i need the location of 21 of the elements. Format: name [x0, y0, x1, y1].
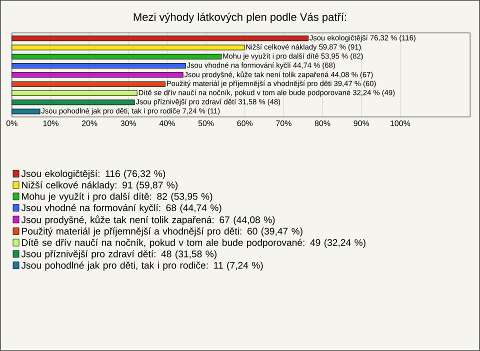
x-tick-label: 90%: [354, 120, 370, 126]
x-tick-label: 0%: [6, 120, 18, 126]
x-tick-label: 60%: [237, 120, 253, 126]
legend-label: Jsou vhodné na formování kyčlí: 68 (44,74 %): [21, 204, 222, 214]
legend-label: Použitý materiál je příjemnější a vhodnější pro děti: 60 (39,47 %): [22, 227, 302, 237]
x-tick-label: 30%: [120, 120, 136, 126]
x-tick-label: 20%: [82, 120, 98, 126]
legend-label: Mohu je využít i pro další dítě: 82 (53,95 %): [22, 192, 212, 202]
chart-title: Mezi výhody látkových plen podle Vás patří:: [134, 12, 346, 24]
legend-label: Jsou ekologičtější: 116 (76,32 %): [21, 170, 166, 179]
legend-label: Jsou pohodlné jak pro děti, tak i pro rodiče: 11 (7,24 %): [21, 262, 263, 271]
x-tick-label: 100%: [390, 120, 410, 126]
legend-label: Jsou prodyšné, kůže tak není tolik zapařená: 67 (44,08 %): [21, 215, 275, 226]
x-tick-label: 10%: [43, 120, 58, 126]
legend-label: Dítě se dřív naučí na nočník, pokud v tom ale bude podporované: 49 (32,24 %): [22, 238, 366, 248]
legend-label: Jsou příznivější pro zdraví dětí: 48 (31,58 %): [21, 250, 216, 260]
legend-label: Nižší celkové náklady: 91 (59,87 %): [22, 181, 178, 190]
x-tick-label: 50%: [198, 120, 214, 126]
x-tick-label: 80%: [314, 120, 330, 126]
x-tick-label: 70%: [276, 120, 292, 126]
x-tick-label: 40%: [159, 120, 175, 126]
